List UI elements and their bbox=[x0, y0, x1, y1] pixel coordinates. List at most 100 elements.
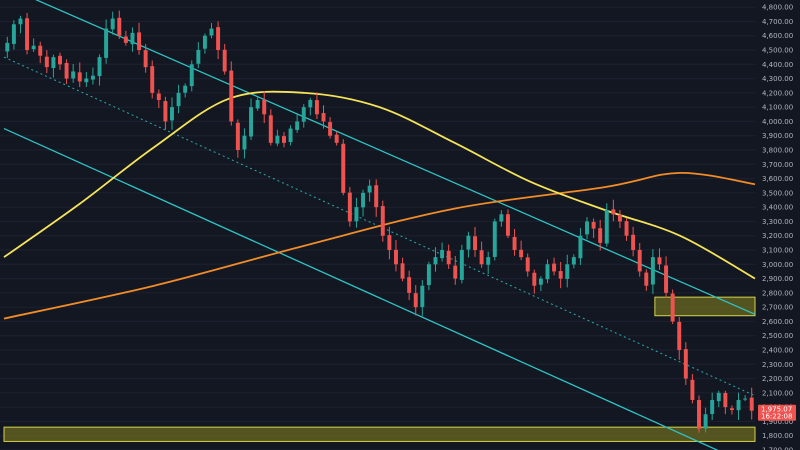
candle-6[interactable] bbox=[44, 56, 49, 68]
candle-19[interactable] bbox=[130, 32, 135, 45]
candle-49[interactable] bbox=[328, 122, 333, 136]
candle-47[interactable] bbox=[314, 100, 319, 115]
candle-79[interactable] bbox=[525, 257, 530, 272]
candle-112[interactable] bbox=[743, 398, 748, 400]
candle-89[interactable] bbox=[591, 221, 596, 229]
candle-29[interactable] bbox=[196, 50, 201, 64]
candle-52[interactable] bbox=[347, 192, 352, 222]
candle-83[interactable] bbox=[552, 263, 557, 272]
moving-average-slow[interactable] bbox=[3, 171, 756, 320]
candle-65[interactable] bbox=[433, 257, 438, 265]
candle-81[interactable] bbox=[538, 278, 543, 285]
candle-54[interactable] bbox=[361, 192, 366, 208]
support-zone-1[interactable] bbox=[3, 426, 756, 442]
candle-94[interactable] bbox=[624, 221, 629, 236]
candle-24[interactable] bbox=[163, 101, 168, 122]
candle-4[interactable] bbox=[31, 45, 36, 50]
candle-12[interactable] bbox=[84, 78, 89, 83]
candle-101[interactable] bbox=[670, 293, 675, 322]
candle-34[interactable] bbox=[229, 70, 234, 122]
candle-107[interactable] bbox=[710, 400, 715, 415]
candle-64[interactable] bbox=[426, 264, 431, 286]
candle-33[interactable] bbox=[222, 49, 227, 72]
candle-71[interactable] bbox=[473, 236, 477, 250]
candle-22[interactable] bbox=[150, 66, 155, 93]
candle-66[interactable] bbox=[440, 250, 445, 259]
candle-69[interactable] bbox=[459, 250, 464, 280]
candle-67[interactable] bbox=[446, 250, 451, 265]
candle-102[interactable] bbox=[677, 321, 682, 350]
candle-38[interactable] bbox=[255, 100, 260, 109]
candle-37[interactable] bbox=[249, 107, 254, 137]
candle-78[interactable] bbox=[519, 249, 524, 258]
candle-46[interactable] bbox=[308, 100, 313, 108]
candle-2[interactable] bbox=[18, 18, 23, 25]
candle-85[interactable] bbox=[565, 264, 570, 279]
candle-80[interactable] bbox=[532, 272, 537, 286]
channel-upper-line[interactable] bbox=[4, 0, 756, 315]
candle-84[interactable] bbox=[558, 271, 563, 279]
candle-44[interactable] bbox=[295, 121, 300, 130]
candle-8[interactable] bbox=[58, 55, 62, 65]
candle-10[interactable] bbox=[71, 71, 76, 79]
candle-48[interactable] bbox=[321, 113, 326, 122]
candle-53[interactable] bbox=[354, 207, 359, 222]
candle-39[interactable] bbox=[262, 99, 267, 115]
candle-57[interactable] bbox=[380, 206, 385, 236]
candle-110[interactable] bbox=[729, 408, 734, 410]
candle-63[interactable] bbox=[420, 285, 425, 308]
support-zone-0[interactable] bbox=[654, 296, 756, 317]
candle-61[interactable] bbox=[407, 277, 412, 293]
candle-15[interactable] bbox=[104, 28, 109, 58]
candle-21[interactable] bbox=[143, 50, 148, 68]
candle-55[interactable] bbox=[367, 185, 372, 193]
candle-40[interactable] bbox=[268, 115, 273, 143]
candle-17[interactable] bbox=[117, 17, 122, 36]
candle-108[interactable] bbox=[716, 392, 721, 402]
candle-9[interactable] bbox=[64, 62, 69, 79]
candle-18[interactable] bbox=[123, 36, 128, 43]
candle-5[interactable] bbox=[38, 45, 43, 56]
candle-42[interactable] bbox=[282, 136, 286, 143]
candle-50[interactable] bbox=[334, 134, 339, 143]
candle-111[interactable] bbox=[736, 400, 741, 411]
candle-77[interactable] bbox=[512, 236, 517, 250]
candle-68[interactable] bbox=[453, 265, 458, 279]
candle-32[interactable] bbox=[216, 27, 221, 50]
candle-23[interactable] bbox=[156, 93, 161, 100]
candle-100[interactable] bbox=[664, 265, 669, 293]
candle-103[interactable] bbox=[683, 349, 688, 379]
candle-88[interactable] bbox=[585, 221, 589, 235]
candle-41[interactable] bbox=[275, 135, 280, 144]
candle-31[interactable] bbox=[209, 28, 214, 36]
candle-99[interactable] bbox=[657, 257, 662, 265]
candle-76[interactable] bbox=[505, 214, 510, 236]
candle-73[interactable] bbox=[486, 257, 491, 265]
candle-62[interactable] bbox=[413, 293, 418, 308]
candle-60[interactable] bbox=[400, 263, 405, 279]
candle-25[interactable] bbox=[170, 107, 174, 121]
candle-98[interactable] bbox=[650, 257, 655, 285]
candle-27[interactable] bbox=[183, 85, 188, 93]
candle-113[interactable] bbox=[749, 397, 754, 411]
candle-28[interactable] bbox=[189, 64, 194, 87]
candle-104[interactable] bbox=[690, 379, 695, 400]
candle-30[interactable] bbox=[202, 35, 207, 49]
candle-96[interactable] bbox=[637, 249, 642, 272]
candle-109[interactable] bbox=[723, 392, 728, 408]
candle-72[interactable] bbox=[479, 250, 484, 265]
candle-97[interactable] bbox=[644, 272, 649, 286]
candle-7[interactable] bbox=[51, 57, 56, 69]
candle-106[interactable] bbox=[703, 414, 708, 429]
channel-lower-line[interactable] bbox=[3, 127, 755, 450]
candle-11[interactable] bbox=[77, 72, 82, 82]
candle-51[interactable] bbox=[341, 143, 346, 193]
candle-58[interactable] bbox=[387, 235, 392, 250]
candle-36[interactable] bbox=[242, 135, 247, 150]
candle-35[interactable] bbox=[235, 122, 240, 150]
candle-43[interactable] bbox=[288, 128, 293, 143]
candle-93[interactable] bbox=[617, 214, 622, 222]
candle-105[interactable] bbox=[697, 400, 701, 429]
candle-26[interactable] bbox=[176, 92, 181, 107]
